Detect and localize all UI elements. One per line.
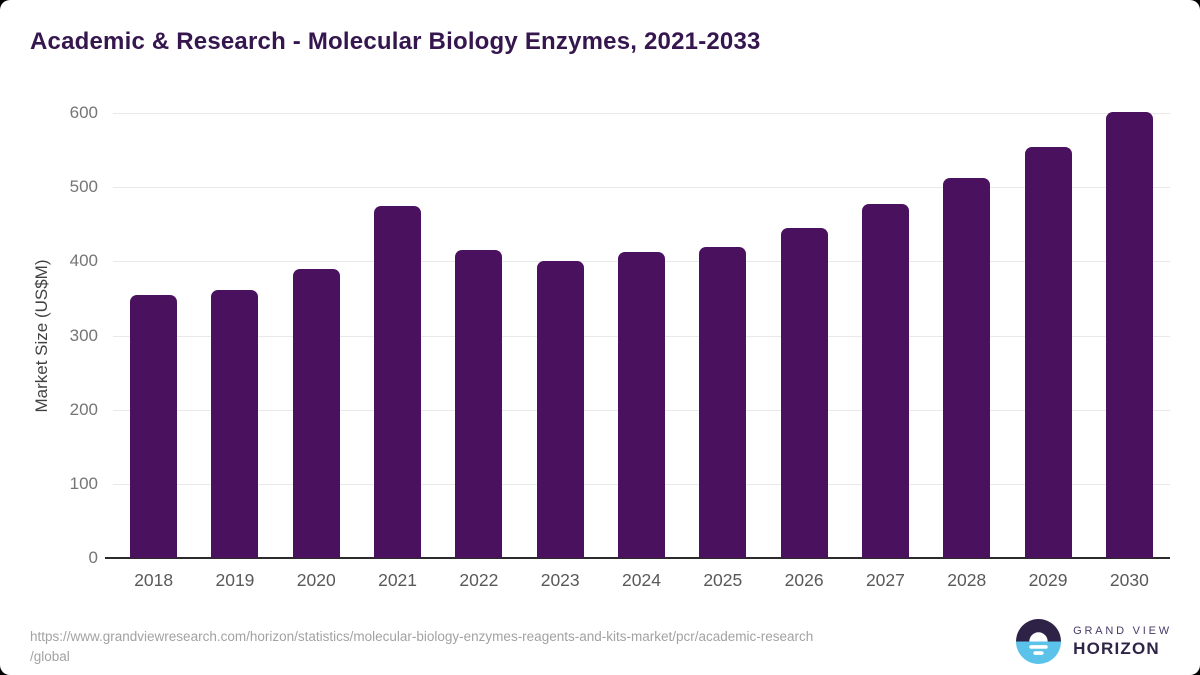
logo-wordmark: GRAND VIEW HORIZON [1073,625,1172,659]
bar-chart: Market Size (US$M) 0 100 200 300 400 500 600 20… [32,103,1170,590]
x-tick-2026: 2026 [784,570,824,590]
bar-2025 [699,246,747,558]
x-tick-2024: 2024 [622,570,661,590]
bar-2019 [211,289,259,558]
x-tick-2027: 2027 [865,570,905,590]
x-tick-2030: 2030 [1109,570,1149,590]
x-tick-2020: 2020 [296,570,336,590]
grandview-horizon-logo: GRAND VIEW HORIZON [1016,619,1172,664]
bar-2030 [1105,111,1153,558]
y-tick-500: 500 [69,177,98,197]
horizon-sun-icon [1016,619,1062,664]
x-tick-2025: 2025 [703,570,743,590]
x-tick-2022: 2022 [459,570,499,590]
bar-2029 [1024,147,1072,558]
gridline-500 [113,187,1170,189]
gridline-600 [113,113,1170,114]
plot-area: 0 100 200 300 400 500 600 2018 2019 2020 2021 2022 2… [70,103,1170,590]
bar-2018 [130,295,178,558]
x-tick-2018: 2018 [134,570,174,590]
bar-2026 [780,227,828,558]
bar-2021 [374,206,422,558]
source-url: https://www.grandviewresearch.com/horizo… [30,627,813,667]
y-tick-200: 200 [69,399,98,419]
y-tick-0: 0 [88,548,98,567]
logo-brand-top: GRAND VIEW [1073,624,1172,637]
bar-2024 [618,251,665,558]
source-url-line1: https://www.grandviewresearch.com/horizo… [30,629,814,644]
y-tick-400: 400 [69,251,98,271]
logo-brand-bottom: HORIZON [1073,638,1160,658]
x-axis-line [105,557,1170,559]
x-tick-2021: 2021 [378,570,418,590]
bar-2027 [861,204,909,558]
source-url-line2: /global [30,649,70,664]
bar-2028 [943,178,991,558]
y-tick-100: 100 [69,473,98,493]
y-tick-600: 600 [69,103,98,122]
x-tick-2028: 2028 [947,570,987,590]
bar-2020 [292,268,340,558]
bar-2023 [536,260,584,558]
bar-2022 [455,250,503,558]
chart-title: Academic & Research - Molecular Biology … [30,28,761,55]
x-tick-2019: 2019 [215,570,255,590]
x-tick-2029: 2029 [1028,570,1068,590]
y-tick-300: 300 [69,325,98,345]
x-tick-2023: 2023 [540,570,580,590]
